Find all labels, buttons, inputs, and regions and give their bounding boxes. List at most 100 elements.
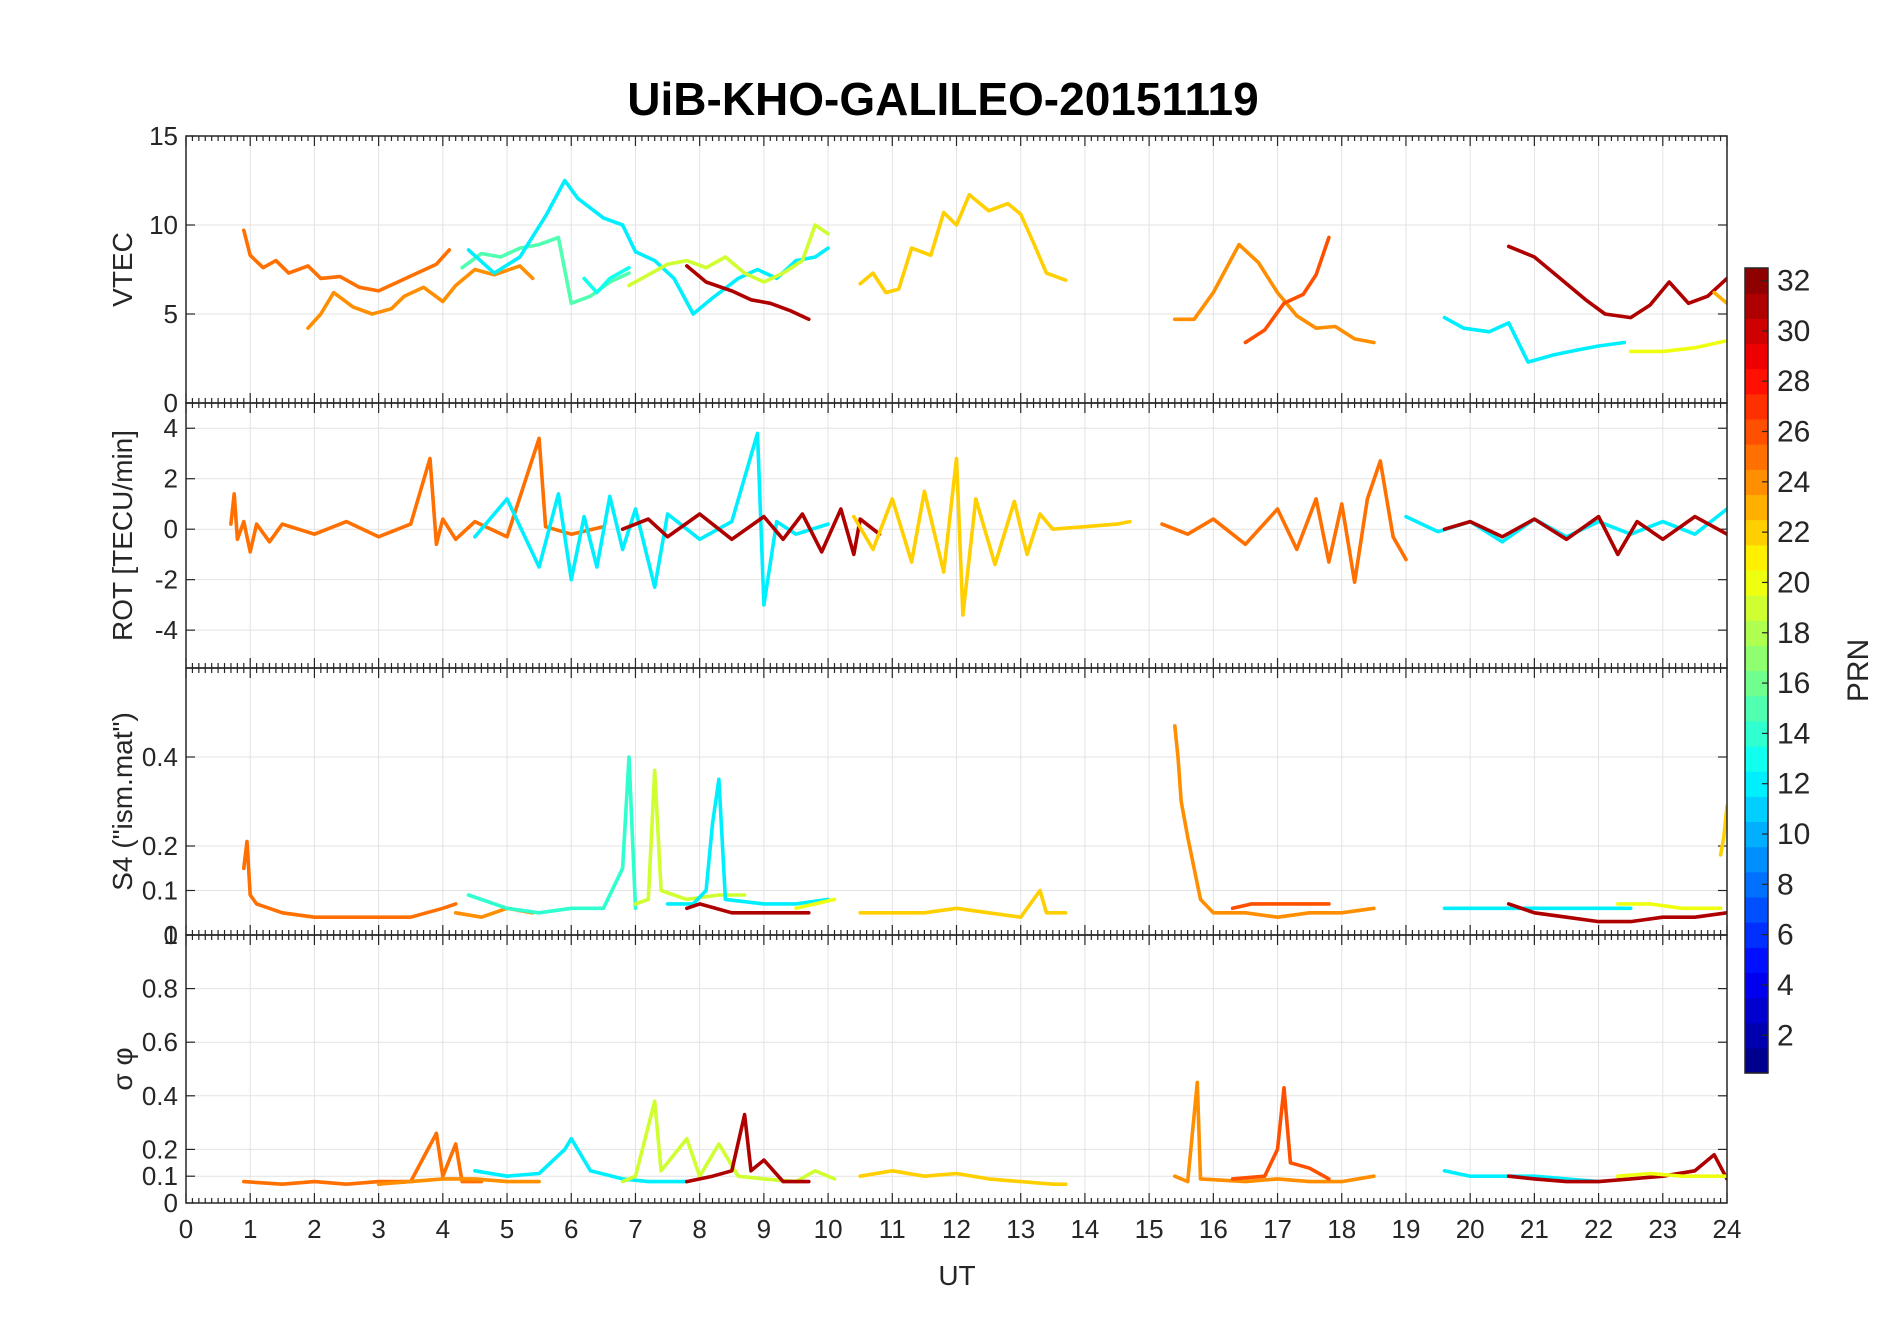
x-tick-label: 19 — [1391, 1214, 1420, 1244]
chart-title: UiB-KHO-GALILEO-20151119 — [627, 73, 1258, 125]
colorbar-tick-label: 4 — [1777, 969, 1794, 1002]
prn-31-trace — [1506, 1153, 1727, 1184]
prn-25-trace — [242, 228, 452, 293]
colorbar-tick-label: 10 — [1777, 818, 1810, 851]
colorbar-segment — [1745, 268, 1768, 294]
colorbar-segment — [1745, 922, 1768, 948]
panel-2: -4 -2 0 2 4 ROT [TECU/min] — [107, 402, 1728, 669]
colorbar-segment — [1745, 846, 1768, 873]
prn-12-trace — [473, 431, 830, 607]
colorbar-segment — [1745, 997, 1768, 1024]
prn-22-trace — [1718, 804, 1727, 857]
axes-frame — [185, 934, 1728, 1204]
prn-19-trace — [627, 223, 830, 288]
y-tick-label: 0 — [164, 388, 178, 418]
x-tick-label: 4 — [436, 1214, 450, 1244]
colorbar-tick-label: 30 — [1777, 315, 1810, 348]
prn-23-trace — [1712, 290, 1727, 306]
y-tick-label: 0.2 — [142, 831, 178, 861]
y-tick-label: 0.6 — [142, 1027, 178, 1057]
x-tick-label: 5 — [500, 1214, 514, 1244]
y-axis-label: σ φ — [107, 1047, 138, 1090]
prn-26-trace — [1243, 235, 1331, 345]
x-tick-label: 16 — [1199, 1214, 1228, 1244]
x-tick-label: 6 — [564, 1214, 578, 1244]
y-tick-label: 0.4 — [142, 1081, 178, 1111]
x-tick-label: 18 — [1327, 1214, 1356, 1244]
colorbar-segment — [1745, 745, 1768, 772]
prn-24-trace — [376, 1177, 541, 1186]
colorbar-tick-label: 2 — [1777, 1019, 1794, 1052]
y-tick-label: 2 — [164, 464, 178, 494]
colorbar-label: PRN — [1842, 639, 1875, 702]
prn-24-trace — [1173, 724, 1376, 919]
prn-31-trace — [620, 507, 882, 557]
prn-22-trace — [858, 192, 1068, 295]
colorbar-segment — [1745, 670, 1768, 697]
prn-19-trace — [633, 768, 747, 906]
prn-24-trace — [306, 264, 535, 330]
x-tick-label: 10 — [814, 1214, 843, 1244]
prn-12-trace — [1442, 315, 1627, 364]
x-tick-label: 23 — [1648, 1214, 1677, 1244]
colorbar-tick-label: 12 — [1777, 768, 1810, 801]
x-axis-label: UT — [938, 1260, 975, 1291]
colorbar-tick-label: 28 — [1777, 365, 1810, 398]
colorbar-tick-label: 14 — [1777, 717, 1810, 750]
y-tick-label: -4 — [155, 615, 178, 645]
y-axis-label: ROT [TECU/min] — [107, 430, 138, 641]
colorbar-tick-label: 22 — [1777, 516, 1810, 549]
x-tick-label: 8 — [692, 1214, 706, 1244]
prn-25-trace — [229, 436, 606, 554]
colorbar-segment — [1745, 695, 1768, 722]
x-tick-label: 7 — [628, 1214, 642, 1244]
prn-12-trace — [665, 777, 830, 906]
prn-26-trace — [1230, 902, 1331, 911]
colorbar-segment — [1745, 494, 1768, 521]
prn-31-trace — [1506, 244, 1727, 320]
x-tick-label: 24 — [1713, 1214, 1742, 1244]
colorbar-segment — [1745, 469, 1768, 496]
colorbar-segment — [1745, 1047, 1768, 1074]
colorbar-segment — [1745, 569, 1768, 596]
prn-31-trace — [1442, 514, 1727, 557]
panel-1: 0 5 10 15 VTEC — [107, 121, 1728, 418]
y-tick-label: 5 — [164, 299, 178, 329]
traces — [229, 431, 1727, 617]
colorbar-segment — [1745, 343, 1768, 370]
colorbar-tick-label: 24 — [1777, 466, 1810, 499]
prn-24-trace — [1173, 242, 1376, 345]
prn-20-trace — [1616, 1171, 1727, 1178]
colorbar-segment — [1745, 544, 1768, 571]
prn-20-trace — [794, 897, 837, 911]
prn-22-trace — [852, 456, 1132, 617]
colorbar-segment — [1745, 947, 1768, 973]
colorbar-segment — [1745, 444, 1768, 470]
y-tick-label: 0.4 — [142, 742, 178, 772]
y-tick-label: 1 — [164, 920, 178, 950]
prn-25-trace — [242, 839, 458, 919]
colorbar-segment — [1745, 771, 1768, 797]
colorbar-segment — [1745, 393, 1768, 420]
y-tick-label: 0 — [164, 920, 178, 950]
colorbar-tick-label: 8 — [1777, 868, 1794, 901]
colorbar-segment — [1745, 821, 1768, 848]
colorbar-segment — [1745, 318, 1768, 345]
colorbar-segment — [1745, 972, 1768, 999]
colorbar-tick-label: 18 — [1777, 617, 1810, 650]
colorbar-segment — [1745, 645, 1768, 672]
prn-12-trace — [466, 178, 830, 316]
x-tick-label: 0 — [179, 1214, 193, 1244]
prn-31-trace — [1506, 902, 1727, 924]
y-axis-label: VTEC — [107, 232, 138, 307]
prn-12-trace — [473, 1136, 689, 1184]
y-tick-label: 4 — [164, 413, 178, 443]
x-tick-label: 20 — [1456, 1214, 1485, 1244]
prn-14-trace — [466, 755, 638, 915]
x-tick-label: 15 — [1135, 1214, 1164, 1244]
y-tick-label: 0 — [164, 514, 178, 544]
colorbar-segment — [1745, 871, 1768, 898]
